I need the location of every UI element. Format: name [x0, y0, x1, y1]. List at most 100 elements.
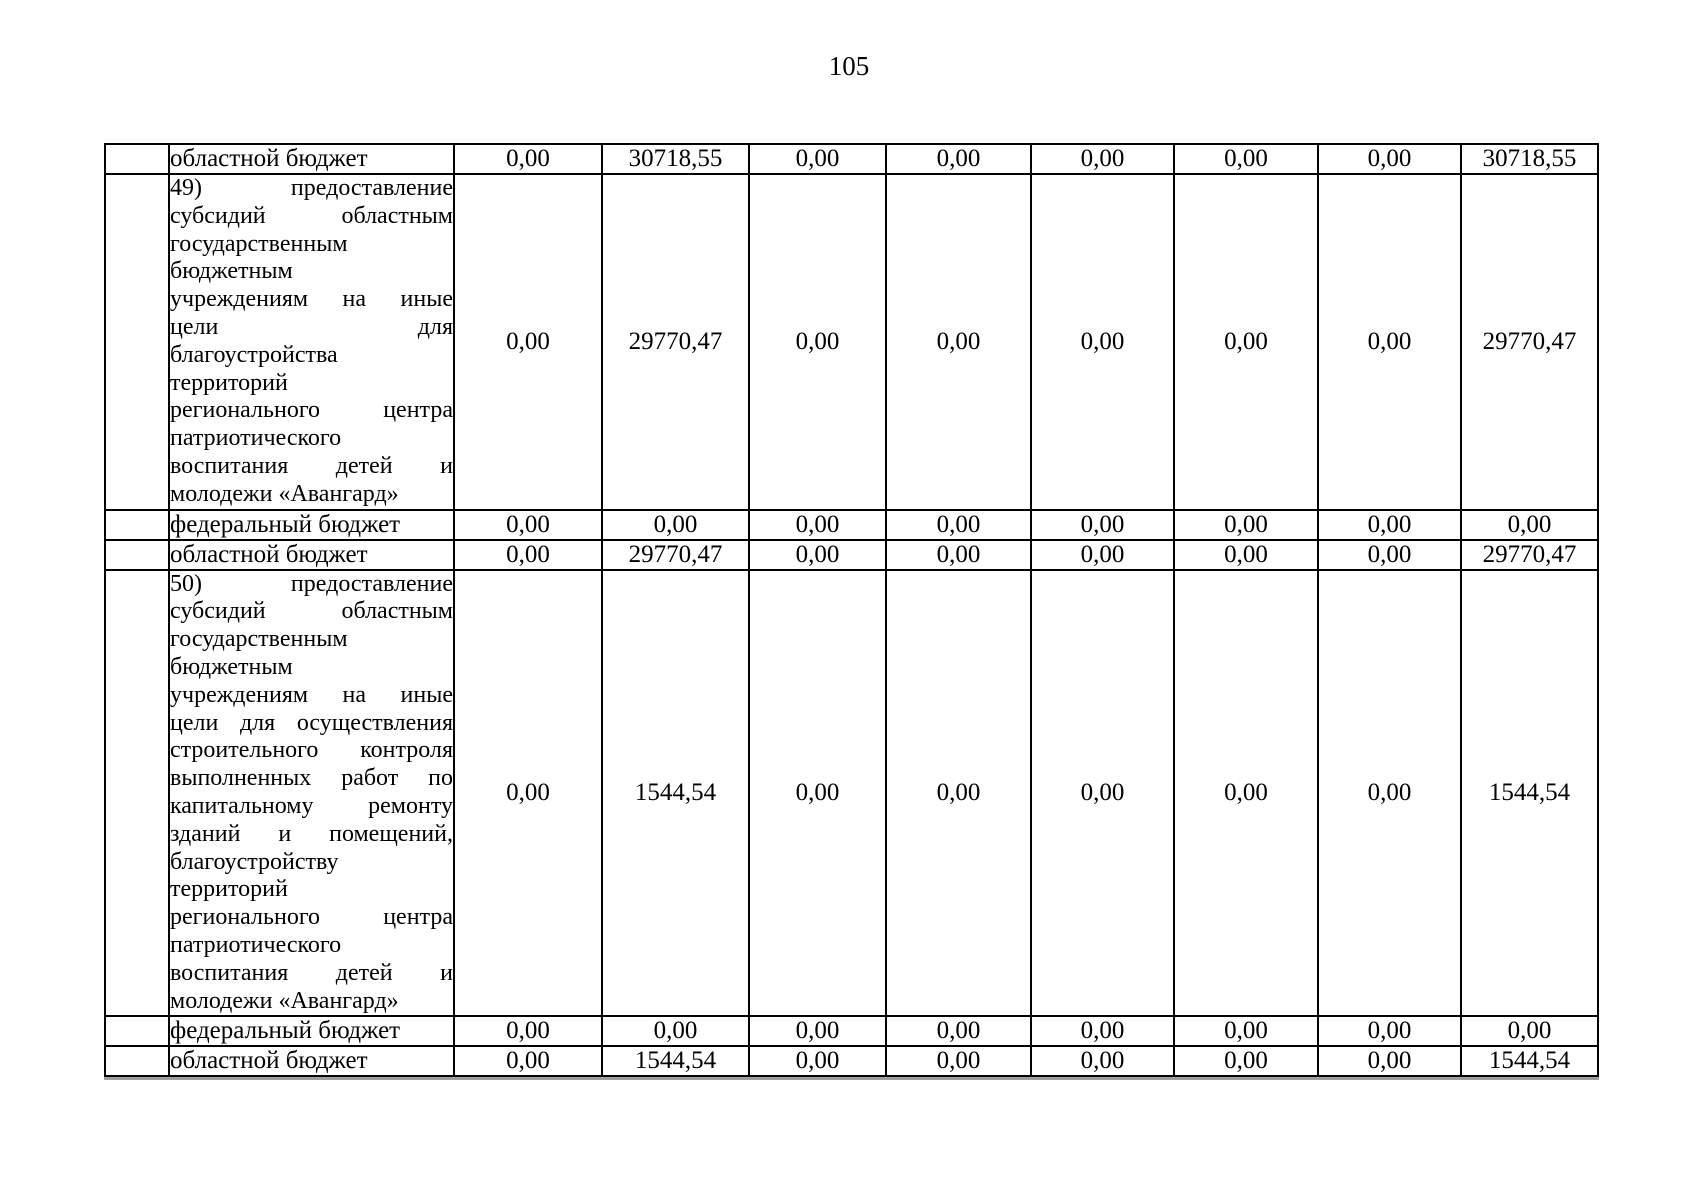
amount-cell: 0,00: [1173, 143, 1319, 175]
table-row: областной бюджет 0,00 29770,47 0,00 0,00 0,00…: [104, 538, 1599, 571]
amount-cell: 0,00: [748, 1045, 887, 1078]
amount-cell: 0,00: [1317, 1045, 1462, 1078]
table-body: областной бюджет 0,00 30718,55 0,00 0,00 0,00…: [104, 143, 1599, 1078]
amount-cell: 0,00: [1173, 173, 1319, 511]
measure-description-line: выполненных работ по: [170, 765, 453, 792]
amount-cell: 30718,55: [1460, 143, 1599, 175]
measure-description-line: государственным: [170, 626, 348, 653]
amount-cell: 0,00: [453, 1015, 603, 1048]
amount-cell: 29770,47: [1460, 173, 1599, 511]
amount-cell: 0,00: [1173, 568, 1319, 1018]
amount-cell: 30718,55: [601, 143, 750, 175]
measure-description-line: бюджетным: [170, 653, 293, 680]
amount-cell: 0,00: [1317, 508, 1462, 541]
amount-cell: 0,00: [1460, 1015, 1599, 1048]
table-row: 49) предоставление субсидий областным госу…: [104, 173, 1599, 511]
row-marker-cell: [104, 508, 170, 541]
amount-cell: 0,00: [1173, 508, 1319, 541]
amount-cell: 0,00: [453, 538, 603, 571]
measure-description-line: 50) предоставление: [170, 570, 453, 597]
measure-description-line: молодежи «Авангард»: [170, 480, 399, 507]
amount-cell: 1544,54: [1460, 568, 1599, 1018]
amount-cell: 0,00: [885, 538, 1032, 571]
amount-cell: 0,00: [1317, 568, 1462, 1018]
measure-description-line: цели для: [170, 313, 453, 340]
amount-cell: 0,00: [453, 568, 603, 1018]
budget-table: областной бюджет 0,00 30718,55 0,00 0,00 0,00…: [104, 143, 1599, 1078]
measure-description-line: воспитания детей и: [170, 959, 453, 986]
measure-description-line: учреждениям на иные: [170, 286, 453, 313]
amount-cell: 0,00: [1173, 1045, 1319, 1078]
amount-cell: 0,00: [1317, 173, 1462, 511]
amount-cell: 0,00: [748, 538, 887, 571]
measure-description-line: государственным: [170, 230, 348, 257]
amount-cell: 0,00: [601, 508, 750, 541]
amount-cell: 1544,54: [601, 1045, 750, 1078]
amount-cell: 0,00: [1460, 508, 1599, 541]
measure-description-line: субсидий областным: [170, 202, 453, 229]
budget-level-label: областной бюджет: [168, 1045, 455, 1078]
table-row: 50) предоставление субсидий областным госу…: [104, 568, 1599, 1018]
amount-cell: 0,00: [1173, 538, 1319, 571]
amount-cell: 0,00: [601, 1015, 750, 1048]
row-marker-cell: [104, 173, 170, 511]
amount-cell: 0,00: [1030, 508, 1175, 541]
amount-cell: 0,00: [885, 1015, 1032, 1048]
amount-cell: 0,00: [748, 1015, 887, 1048]
measure-description-line: патриотического: [170, 931, 342, 958]
measure-description-line: зданий и помещений,: [170, 820, 453, 847]
measure-description-line: патриотического: [170, 425, 342, 452]
amount-cell: 0,00: [885, 1045, 1032, 1078]
measure-description-line: молодежи «Авангард»: [170, 987, 399, 1014]
measure-description-line: учреждениям на иные: [170, 681, 453, 708]
row-marker-cell: [104, 538, 170, 571]
measure-description-line: цели для осуществления: [170, 709, 453, 736]
row-marker-cell: [104, 1015, 170, 1048]
amount-cell: 0,00: [453, 173, 603, 511]
amount-cell: 0,00: [1030, 568, 1175, 1018]
amount-cell: 29770,47: [601, 173, 750, 511]
amount-cell: 29770,47: [1460, 538, 1599, 571]
amount-cell: 0,00: [1317, 143, 1462, 175]
table-row: федеральный бюджет 0,00 0,00 0,00 0,00 0,00 0,…: [104, 508, 1599, 541]
amount-cell: 0,00: [1030, 538, 1175, 571]
amount-cell: 0,00: [885, 568, 1032, 1018]
measure-description-line: строительного контроля: [170, 737, 453, 764]
amount-cell: 0,00: [885, 173, 1032, 511]
measure-description-line: благоустройству: [170, 848, 339, 875]
amount-cell: 0,00: [1317, 538, 1462, 571]
amount-cell: 0,00: [453, 143, 603, 175]
amount-cell: 0,00: [885, 143, 1032, 175]
table-row: областной бюджет 0,00 30718,55 0,00 0,00 0,00…: [104, 143, 1599, 175]
amount-cell: 0,00: [453, 1045, 603, 1078]
amount-cell: 1544,54: [1460, 1045, 1599, 1078]
amount-cell: 0,00: [1030, 173, 1175, 511]
amount-cell: 0,00: [748, 508, 887, 541]
amount-cell: 0,00: [1317, 1015, 1462, 1048]
amount-cell: 0,00: [1030, 1015, 1175, 1048]
measure-description-line: воспитания детей и: [170, 452, 453, 479]
measure-description-line: регионального центра: [170, 904, 453, 931]
table-row: федеральный бюджет 0,00 0,00 0,00 0,00 0,00 0,…: [104, 1015, 1599, 1048]
measure-description-cell: 49) предоставление субсидий областным госу…: [168, 173, 455, 511]
measure-description-line: субсидий областным: [170, 598, 453, 625]
page-number: 105: [828, 51, 870, 81]
row-marker-cell: [104, 568, 170, 1018]
amount-cell: 0,00: [748, 173, 887, 511]
measure-description-line: территорий: [170, 369, 288, 396]
measure-description-cell: 50) предоставление субсидий областным госу…: [168, 568, 455, 1018]
measure-description-line: благоустройства: [170, 341, 338, 368]
amount-cell: 0,00: [1030, 143, 1175, 175]
row-marker-cell: [104, 1045, 170, 1078]
amount-cell: 0,00: [1030, 1045, 1175, 1078]
amount-cell: 29770,47: [601, 538, 750, 571]
amount-cell: 1544,54: [601, 568, 750, 1018]
amount-cell: 0,00: [885, 508, 1032, 541]
amount-cell: 0,00: [1173, 1015, 1319, 1048]
budget-level-label: федеральный бюджет: [168, 1015, 455, 1048]
measure-description-line: капитальному ремонту: [170, 792, 453, 819]
measure-description-line: бюджетным: [170, 258, 293, 285]
amount-cell: 0,00: [748, 568, 887, 1018]
measure-description-line: территорий: [170, 876, 288, 903]
